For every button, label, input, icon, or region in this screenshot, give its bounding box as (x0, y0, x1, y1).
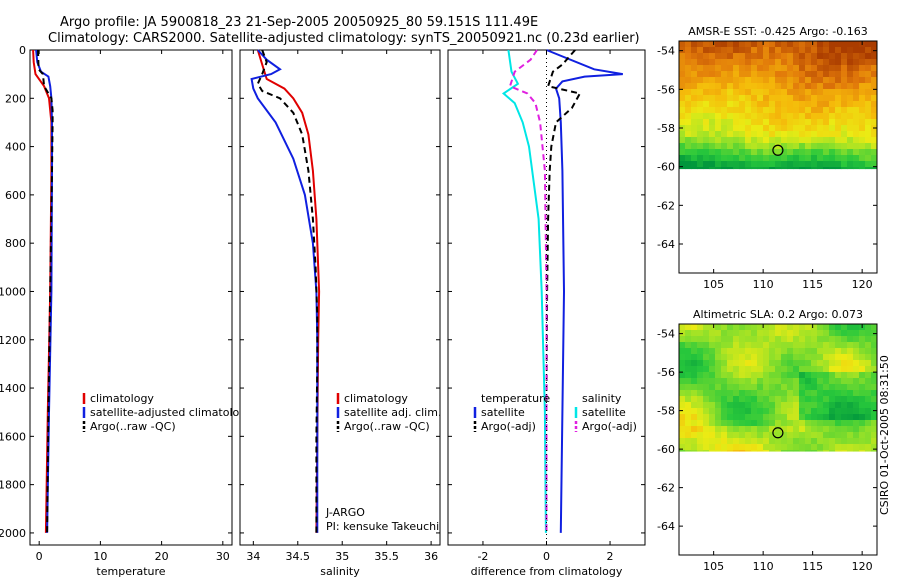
legend-label: Argo(..raw -QC) (90, 420, 176, 433)
y-tick-label: 1200 (0, 334, 26, 347)
x-tick-label: 105 (703, 278, 724, 291)
series-line-temperature-satellite (546, 49, 623, 533)
legend-label: climatology (90, 392, 154, 405)
figure-title-line1: Argo profile: JA 5900818_23 21-Sep-2005 … (60, 15, 538, 30)
argo-float-marker (772, 144, 784, 156)
annotation-pi: PI: kensuke Takeuchi (326, 520, 439, 533)
y-tick-label: 1000 (0, 285, 26, 298)
legend-title-salinity: salinity (582, 392, 622, 405)
x-tick-label: 0 (543, 550, 550, 563)
y-tick-label: -58 (657, 405, 675, 418)
difference-x-axis-label: difference from climatology (471, 565, 623, 578)
sla_map-field-image (679, 324, 878, 452)
legend-label: satellite (582, 406, 626, 419)
x-tick-label: 105 (703, 560, 724, 573)
sst_map-field-image (679, 41, 878, 170)
salinity-panel: 34 34.5 35 35.5 36 salinity climatologysatelli… (239, 49, 441, 578)
y-tick-label: -56 (657, 366, 675, 379)
temperature-axes-box (29, 49, 233, 546)
x-tick-label: 120 (852, 560, 873, 573)
legend-label: satellite-adjusted climatology (90, 406, 253, 419)
x-tick-label: 110 (753, 560, 774, 573)
series-line-salinity-argo-adj- (508, 49, 548, 533)
sla_map-axes-box (678, 323, 878, 556)
x-tick-label: 10 (93, 550, 107, 563)
x-tick-label: 0 (36, 550, 43, 563)
x-tick-label: 34.5 (286, 550, 311, 563)
y-tick-label: 0 (19, 44, 26, 57)
side-timestamp: CSIRO 01-Oct-2005 08:31:50 (878, 355, 891, 515)
y-tick-label: 600 (5, 189, 26, 202)
x-tick-label: 34 (246, 550, 260, 563)
series-line-argo-raw-qc- (37, 49, 54, 533)
series-line-argo-raw-qc- (256, 49, 319, 533)
legend-title-temperature: temperature (481, 392, 550, 405)
y-tick-label: -54 (657, 45, 675, 58)
temperature-panel: 0 10 20 30 0 200 400 600 800 1000 1200 1400 1600 1800… (0, 44, 253, 578)
series-line-salinity-satellite (501, 49, 547, 533)
series-line-climatology (256, 49, 321, 533)
x-tick-label: 120 (852, 278, 873, 291)
x-tick-label: 115 (802, 560, 823, 573)
x-tick-label: 30 (216, 550, 230, 563)
x-tick-label: -2 (477, 550, 488, 563)
legend-label: Argo(..raw -QC) (344, 420, 430, 433)
y-tick-label: -54 (657, 328, 675, 341)
y-tick-label: 800 (5, 237, 26, 250)
difference-panel: -2 0 2 difference from climatology temperatu… (447, 49, 646, 578)
legend-label: satellite adj. clim. (344, 406, 441, 419)
y-tick-label: -60 (657, 443, 675, 456)
x-tick-label: 35 (335, 550, 349, 563)
sst_map-title: AMSR-E SST: -0.425 Argo: -0.163 (688, 25, 867, 38)
figure-title-line2: Climatology: CARS2000. Satellite-adjuste… (48, 31, 640, 46)
argo-float-marker (772, 427, 784, 439)
annotation-program: J-ARGO (325, 506, 365, 519)
legend-label: climatology (344, 392, 408, 405)
sla-map-panel: 105 110 115 120 -54 -56 -58 -60 -62 -64 Altimetric… (657, 308, 878, 573)
x-tick-label: 20 (155, 550, 169, 563)
y-tick-label: -60 (657, 161, 675, 174)
legend-label: Argo(-adj) (582, 420, 637, 433)
y-tick-label: 1800 (0, 479, 26, 492)
series-line-satellite-adj-clim- (250, 49, 319, 533)
x-tick-label: 2 (607, 550, 614, 563)
x-tick-label: 115 (802, 278, 823, 291)
y-tick-label: -56 (657, 83, 675, 96)
sst_map-axes-box (678, 40, 878, 274)
legend-label: Argo(-adj) (481, 420, 536, 433)
y-tick-label: 1400 (0, 382, 26, 395)
y-tick-label: 1600 (0, 430, 26, 443)
y-tick-label: -58 (657, 122, 675, 135)
x-tick-label: 36 (424, 550, 438, 563)
x-tick-label: 110 (753, 278, 774, 291)
y-tick-label: -64 (657, 520, 675, 533)
y-tick-label: -64 (657, 238, 675, 251)
series-line-temperature-argo-adj- (545, 49, 582, 533)
y-tick-label: -62 (657, 199, 675, 212)
y-tick-label: 200 (5, 92, 26, 105)
y-tick-label: 400 (5, 141, 26, 154)
legend-label: satellite (481, 406, 525, 419)
sla_map-title: Altimetric SLA: 0.2 Argo: 0.073 (693, 308, 863, 321)
temperature-x-axis-label: temperature (96, 565, 165, 578)
salinity-x-axis-label: salinity (320, 565, 360, 578)
x-tick-label: 35.5 (374, 550, 399, 563)
y-tick-label: -62 (657, 482, 675, 495)
y-tick-label: 2000 (0, 527, 26, 540)
sst-map-panel: 105 110 115 120 -54 -56 -58 -60 -62 -64 AMSR-E SST… (657, 25, 878, 291)
salinity-axes-box (239, 49, 441, 546)
